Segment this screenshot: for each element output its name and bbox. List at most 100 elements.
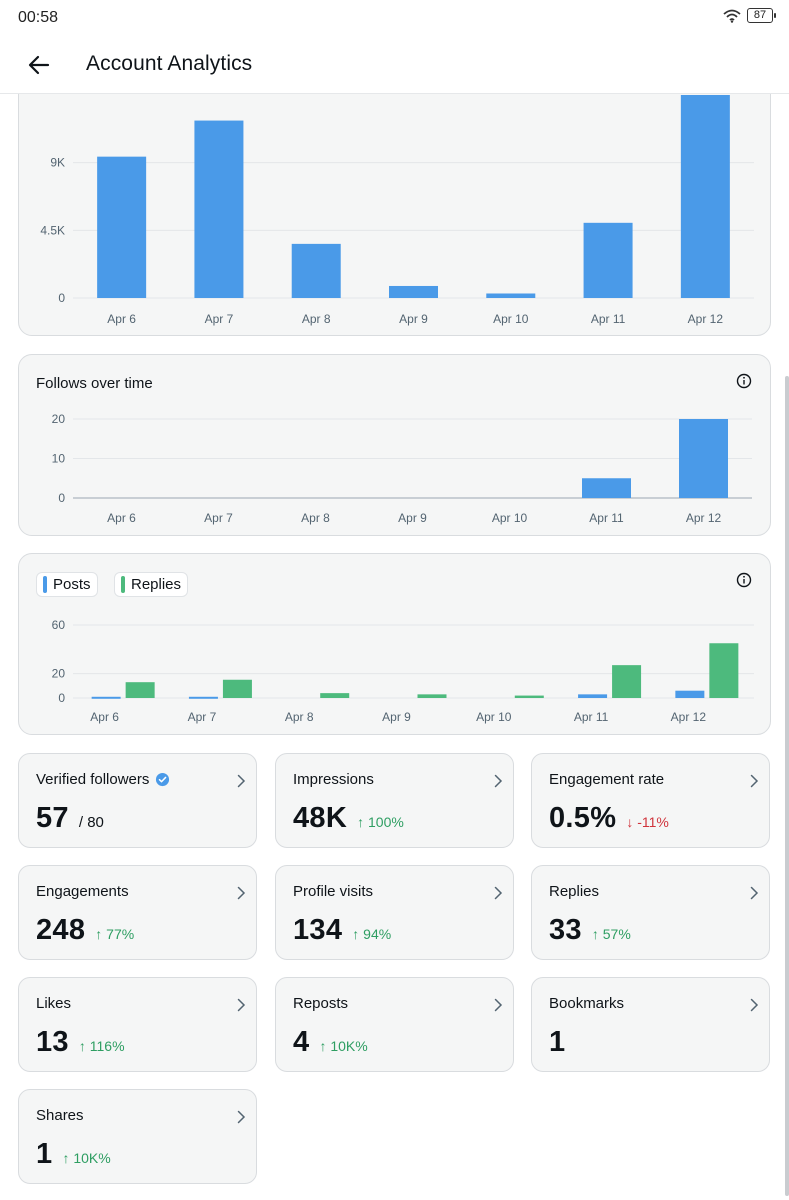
- bar-replies[interactable]: [125, 682, 155, 698]
- battery-icon: 87: [747, 8, 776, 23]
- stat-label: Shares: [36, 1107, 84, 1124]
- stat-label: Profile visits: [293, 883, 373, 900]
- stat-label: Verified followers: [36, 771, 170, 788]
- stat-value: 248: [36, 914, 86, 946]
- info-icon[interactable]: [736, 572, 752, 588]
- legend-posts-swatch: [43, 576, 47, 593]
- stat-change: ↑ 116%: [78, 1038, 125, 1054]
- stat-tile-impressions[interactable]: Impressions 48K ↑ 100%: [275, 753, 514, 848]
- stat-tile-shares[interactable]: Shares 1 ↑ 10K%: [18, 1089, 257, 1184]
- bar[interactable]: [194, 120, 244, 298]
- legend-posts-label: Posts: [53, 576, 91, 593]
- stat-value-row: 4 ↑ 10K%: [293, 1026, 368, 1059]
- bar-replies[interactable]: [612, 665, 642, 698]
- chevron-right-icon: [237, 774, 246, 788]
- impressions-chart: 0 4.5K 9K Apr 6 Apr 7 Apr 8 Apr 9 Apr 10 Apr 11 A…: [40, 95, 754, 326]
- stat-value-row: 248 ↑ 77%: [36, 914, 134, 947]
- stat-tile-engagements[interactable]: Engagements 248 ↑ 77%: [18, 865, 257, 960]
- x-tick-label: Apr 10: [493, 312, 529, 326]
- chevron-right-icon: [494, 886, 503, 900]
- stat-label-text: Impressions: [293, 771, 374, 788]
- bar-posts[interactable]: [675, 690, 705, 698]
- bar-replies[interactable]: [320, 693, 350, 698]
- stat-label-text: Engagements: [36, 883, 129, 900]
- x-tick-label: Apr 10: [492, 511, 528, 525]
- chevron-right-icon: [237, 886, 246, 900]
- arrow-left-icon: [28, 55, 50, 75]
- stat-tile-profile-visits[interactable]: Profile visits 134 ↑ 94%: [275, 865, 514, 960]
- stat-label-text: Shares: [36, 1107, 84, 1124]
- stat-value-row: 134 ↑ 94%: [293, 914, 391, 947]
- stat-label-text: Profile visits: [293, 883, 374, 900]
- stat-value-row: 48K ↑ 100%: [293, 802, 404, 835]
- chevron-right-icon: [494, 774, 503, 788]
- legend-posts[interactable]: Posts: [36, 572, 98, 597]
- stat-total: / 80: [78, 814, 104, 831]
- bar[interactable]: [582, 478, 631, 498]
- scrollbar[interactable]: [785, 376, 789, 1196]
- battery-level: 87: [753, 9, 767, 21]
- stat-label: Replies: [549, 883, 599, 900]
- bar-replies[interactable]: [222, 679, 252, 698]
- stat-change: ↑ 10K%: [319, 1038, 368, 1054]
- verified-badge-icon: [156, 772, 170, 787]
- stat-change: ↑ 94%: [352, 926, 392, 942]
- x-tick-label: Apr 7: [205, 312, 234, 326]
- stat-tile-likes[interactable]: Likes 13 ↑ 116%: [18, 977, 257, 1072]
- status-time: 00:58: [18, 9, 59, 26]
- stat-label-text: Verified followers: [36, 771, 150, 788]
- stat-value: 4: [293, 1026, 310, 1058]
- bar-replies[interactable]: [514, 695, 544, 698]
- stat-value-row: 13 ↑ 116%: [36, 1026, 125, 1059]
- stat-value: 134: [293, 914, 343, 946]
- bar[interactable]: [680, 95, 730, 298]
- bar-posts[interactable]: [188, 696, 218, 699]
- x-tick-label: Apr 6: [107, 312, 136, 326]
- x-tick-label: Apr 8: [301, 511, 330, 525]
- back-button[interactable]: [22, 50, 56, 80]
- x-tick-label: Apr 9: [382, 710, 411, 724]
- chevron-right-icon: [750, 886, 759, 900]
- x-tick-label: Apr 12: [671, 710, 707, 724]
- stat-tile-engagement-rate[interactable]: Engagement rate 0.5% ↓ -11%: [531, 753, 770, 848]
- stat-tile-replies[interactable]: Replies 33 ↑ 57%: [531, 865, 770, 960]
- stat-value-row: 1: [549, 1026, 565, 1059]
- follows-chart: 0 10 20 Apr 6 Apr 7 Apr 8 Apr 9 Apr 10 Apr 11 Apr…: [52, 412, 752, 525]
- posts-replies-chart: 0 20 60 Apr 6 Apr 7 Apr 8 Apr 9 Apr 10 Apr 11 Apr…: [52, 618, 754, 724]
- y-tick-label: 9K: [50, 156, 65, 170]
- stat-label-text: Reposts: [293, 995, 349, 1012]
- y-tick-label: 10: [52, 452, 66, 466]
- stat-tile-bookmarks[interactable]: Bookmarks 1: [531, 977, 770, 1072]
- stat-tile-verified-followers[interactable]: Verified followers 57 / 80: [18, 753, 257, 848]
- bar[interactable]: [583, 222, 633, 298]
- stat-label: Likes: [36, 995, 71, 1012]
- x-tick-label: Apr 6: [107, 511, 136, 525]
- bar-replies[interactable]: [709, 643, 739, 698]
- stat-tile-reposts[interactable]: Reposts 4 ↑ 10K%: [275, 977, 514, 1072]
- y-tick-label: 20: [52, 667, 66, 681]
- x-tick-label: Apr 9: [399, 312, 428, 326]
- analytics-content: 0 4.5K 9K Apr 6 Apr 7 Apr 8 Apr 9 Apr 10 Apr 11 A…: [0, 94, 789, 1200]
- y-tick-label: 0: [58, 491, 65, 505]
- bar-replies[interactable]: [417, 694, 447, 698]
- x-tick-label: Apr 10: [476, 710, 512, 724]
- bar[interactable]: [389, 285, 438, 298]
- bar[interactable]: [679, 419, 728, 498]
- bar-posts[interactable]: [578, 694, 608, 698]
- legend-replies[interactable]: Replies: [114, 572, 189, 597]
- bar-posts[interactable]: [91, 696, 121, 699]
- stat-value: 57: [36, 802, 69, 834]
- x-tick-label: Apr 7: [204, 511, 233, 525]
- stat-label-text: Likes: [36, 995, 72, 1012]
- info-icon[interactable]: [736, 373, 752, 389]
- y-tick-label: 20: [52, 412, 66, 426]
- bar[interactable]: [486, 293, 536, 298]
- x-tick-label: Apr 11: [574, 710, 609, 724]
- x-tick-label: Apr 11: [591, 312, 626, 326]
- chevron-right-icon: [237, 1110, 246, 1124]
- bar[interactable]: [291, 243, 341, 298]
- y-tick-label: 0: [58, 691, 65, 705]
- chevron-right-icon: [750, 998, 759, 1012]
- bar[interactable]: [97, 156, 147, 298]
- stat-label: Reposts: [293, 995, 348, 1012]
